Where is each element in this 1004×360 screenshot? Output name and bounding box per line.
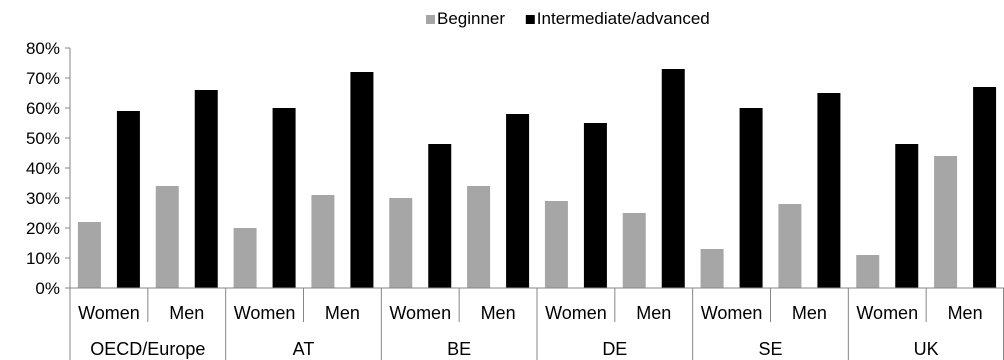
x-group-label: UK	[914, 339, 939, 359]
legend-swatch-0	[426, 15, 435, 24]
x-category-label: Women	[701, 303, 763, 323]
y-tick-label: 80%	[26, 39, 60, 58]
x-category-label: Men	[481, 303, 516, 323]
bar-beginner-9	[778, 204, 802, 288]
bar-intermediate-advanced-8	[739, 108, 763, 288]
y-tick-label: 20%	[26, 219, 60, 238]
bar-intermediate-advanced-9	[817, 93, 841, 288]
legend-label-0: Beginner	[437, 9, 505, 28]
bar-intermediate-advanced-7	[661, 69, 685, 288]
x-category-label: Women	[234, 303, 296, 323]
bar-beginner-11	[934, 156, 958, 288]
x-category-label: Men	[169, 303, 204, 323]
y-tick-label: 0%	[35, 279, 60, 298]
bar-beginner-8	[700, 249, 724, 288]
bar-intermediate-advanced-1	[194, 90, 218, 288]
bar-intermediate-advanced-5	[506, 114, 530, 288]
legend-label-1: Intermediate/advanced	[537, 9, 710, 28]
x-category-label: Men	[792, 303, 827, 323]
x-category-label: Women	[78, 303, 140, 323]
bar-beginner-5	[467, 186, 491, 288]
bar-intermediate-advanced-2	[272, 108, 296, 288]
y-tick-label: 70%	[26, 69, 60, 88]
bar-intermediate-advanced-4	[428, 144, 452, 288]
bar-beginner-0	[77, 222, 101, 288]
bar-beginner-1	[155, 186, 179, 288]
y-tick-label: 40%	[26, 159, 60, 178]
x-category-label: Women	[545, 303, 607, 323]
x-category-label: Women	[389, 303, 451, 323]
x-category-label: Men	[948, 303, 983, 323]
bar-intermediate-advanced-0	[116, 111, 140, 288]
y-axis: 0% 10% 20% 30% 40% 50% 60% 70% 80%	[26, 39, 71, 298]
x-axis: Women Men OECD/Europe Women Men AT Women Men BE W…	[69, 287, 1004, 360]
y-tick-label: 30%	[26, 189, 60, 208]
bar-beginner-6	[544, 201, 568, 288]
y-tick-label: 10%	[26, 249, 60, 268]
legend: Beginner Intermediate/advanced	[426, 9, 710, 28]
y-tick-label: 60%	[26, 99, 60, 118]
x-category-label: Men	[325, 303, 360, 323]
x-group-label: BE	[447, 339, 471, 359]
bars	[77, 69, 997, 288]
x-group-label: OECD/Europe	[90, 339, 205, 359]
y-tick-label: 50%	[26, 129, 60, 148]
bar-intermediate-advanced-11	[973, 87, 997, 288]
bar-intermediate-advanced-6	[583, 123, 607, 288]
x-group-label: SE	[758, 339, 782, 359]
x-category-label: Men	[636, 303, 671, 323]
x-group-label: AT	[293, 339, 315, 359]
x-category-label: Women	[856, 303, 918, 323]
bar-beginner-7	[622, 213, 646, 288]
bar-beginner-10	[856, 255, 880, 288]
bar-beginner-4	[389, 198, 413, 288]
bar-beginner-2	[233, 228, 257, 288]
legend-swatch-1	[525, 15, 535, 24]
bar-beginner-3	[311, 195, 335, 288]
bar-intermediate-advanced-10	[895, 144, 919, 288]
bar-intermediate-advanced-3	[350, 72, 374, 288]
x-group-label: DE	[602, 339, 627, 359]
